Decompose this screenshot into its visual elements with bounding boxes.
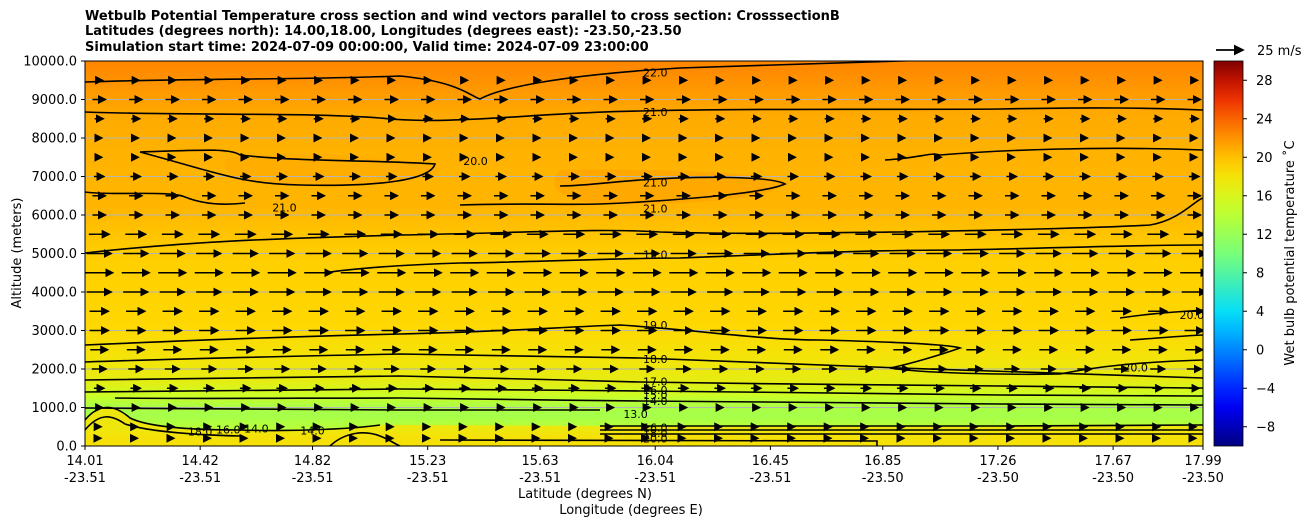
contour-label: 16.0 — [643, 384, 668, 397]
y-tick-label: 4000.0 — [32, 286, 78, 301]
contour-line — [459, 176, 787, 206]
x-tick-label-lon: -23.50 — [977, 471, 1019, 486]
colorbar-tick-label: −4 — [1256, 382, 1275, 397]
contour-line — [85, 107, 1203, 122]
contour-label: 13.0 — [623, 408, 648, 421]
chart-title-line-3: Simulation start time: 2024-07-09 00:00:… — [85, 40, 649, 55]
wind-key: 25 m/s — [1216, 44, 1302, 59]
x-tick-label-lon: -23.51 — [64, 471, 106, 486]
contour-line — [1129, 334, 1203, 341]
contour-line — [114, 397, 1203, 406]
y-tick-label: 10000.0 — [23, 55, 77, 70]
x-tick-label-lat: 17.67 — [1095, 454, 1132, 469]
contour-labels: 22.0 21.0 20.0 21.0 21.0 21.0 19.0 19.0 20.0 20.0… — [188, 67, 1205, 446]
x-tick-label-lat: 14.42 — [182, 454, 219, 469]
contour-label: 20.0 — [1123, 361, 1148, 374]
x-tick-label-lat: 17.26 — [979, 454, 1016, 469]
y-tick-label: 7000.0 — [32, 170, 78, 185]
x-tick-label-lat: 15.23 — [409, 454, 446, 469]
x-tick-label-lon: -23.50 — [1182, 471, 1224, 486]
contour-label: 14.0 — [300, 425, 325, 438]
x-tick-label-lon: -23.51 — [407, 471, 449, 486]
contour-line — [85, 197, 1203, 254]
contour-label: 21.0 — [643, 106, 668, 119]
wind-vectors — [85, 75, 1203, 443]
colorbar-tick-label: −8 — [1256, 420, 1275, 435]
contour-label: 19.0 — [643, 319, 668, 332]
y-tick-label: 9000.0 — [32, 93, 78, 108]
contour-line — [85, 61, 925, 100]
x-tick-label-lat: 14.01 — [66, 454, 103, 469]
chart-title-line-2: Latitudes (degrees north): 14.00,18.00, … — [85, 24, 682, 39]
contour-label: 20.0 — [1180, 309, 1205, 322]
y-tick-label: 8000.0 — [32, 132, 78, 147]
contour-label: 16.0 — [643, 422, 668, 435]
y-tick-label: 6000.0 — [32, 209, 78, 224]
contour-label: 21.0 — [272, 201, 297, 214]
x-tick-label-lon: -23.51 — [179, 471, 221, 486]
colorbar-tick-label: 20 — [1256, 151, 1273, 166]
x-tick-label-lon: -23.50 — [1092, 471, 1134, 486]
colorbar-tick-label: 4 — [1256, 305, 1264, 320]
colorbar — [1213, 60, 1244, 447]
x-tick-label-lon: -23.51 — [292, 471, 334, 486]
contour-label: 20.0 — [463, 155, 488, 168]
colorbar-tick-label: 8 — [1256, 266, 1264, 281]
contour-label: 18.0 — [643, 353, 668, 366]
x-axis-label-latitude: Latitude (degrees N) — [518, 487, 652, 502]
contour-line — [329, 432, 401, 446]
x-tick-label-lat: 16.04 — [637, 454, 674, 469]
x-tick-label-lat: 15.63 — [521, 454, 558, 469]
contour-line — [884, 147, 1203, 161]
contour-line — [85, 324, 1203, 376]
colorbar-tick-label: 0 — [1256, 343, 1264, 358]
contour-line — [85, 388, 1203, 397]
contour-label: 17.0 — [643, 376, 668, 389]
colorbar-tick-label: 24 — [1256, 112, 1273, 127]
wind-key-label: 25 m/s — [1257, 44, 1302, 59]
y-axis-label: Altitude (meters) — [10, 198, 25, 309]
x-tick-label-lat: 16.45 — [752, 454, 789, 469]
x-axis: 14.01 -23.51 14.42 -23.51 14.82 -23.51 15.23 -2… — [64, 446, 1224, 486]
contour-label: 20.0 — [643, 432, 668, 445]
x-tick-label-lat: 14.82 — [294, 454, 331, 469]
contour-label: 16.0 — [216, 423, 241, 436]
contour-label: 22.0 — [643, 67, 668, 80]
contour-label: 21.0 — [643, 202, 668, 215]
contour-line — [85, 406, 381, 432]
x-tick-label-lon: -23.51 — [749, 471, 791, 486]
contour-label: 19.0 — [643, 248, 668, 261]
contour-label: 14.0 — [643, 395, 668, 408]
contour-label: 14.0 — [244, 422, 269, 435]
contour-line — [85, 353, 1203, 379]
y-tick-label: 3000.0 — [32, 324, 78, 339]
contour-line — [85, 191, 246, 205]
contour-label: 18.0 — [643, 427, 668, 440]
y-tick-label: 0.0 — [56, 440, 77, 455]
y-tick-label: 2000.0 — [32, 363, 78, 378]
x-tick-label-lat: 16.85 — [864, 454, 901, 469]
x-tick-label-lon: -23.51 — [634, 471, 676, 486]
contour-label: 18.0 — [188, 425, 213, 438]
contour-label: 15.0 — [643, 389, 668, 402]
colorbar-tick-label: 16 — [1256, 189, 1273, 204]
colorbar-tick-label: 12 — [1256, 228, 1273, 243]
chart-title-line-1: Wetbulb Potential Temperature cross sect… — [85, 9, 840, 24]
y-axis: 0.0 1000.0 2000.0 3000.0 4000.0 5000.0 6000.0 7… — [23, 55, 85, 455]
x-axis-label-longitude: Longitude (degrees E) — [559, 503, 703, 518]
contour-line — [85, 375, 1203, 389]
x-tick-label-lon: -23.50 — [862, 471, 904, 486]
contour-line — [329, 244, 1203, 273]
y-tick-label: 5000.0 — [32, 247, 78, 262]
x-tick-label-lat: 17.99 — [1184, 454, 1221, 469]
y-tick-label: 1000.0 — [32, 401, 78, 416]
contour-label: 21.0 — [643, 176, 668, 189]
colorbar-ticks: −8 −4 0 4 8 12 16 20 24 28 — [1243, 74, 1275, 435]
x-tick-label-lon: -23.51 — [519, 471, 561, 486]
colorbar-tick-label: 28 — [1256, 74, 1273, 89]
colorbar-label: Wet bulb potential temperature ˚C — [1282, 140, 1298, 365]
